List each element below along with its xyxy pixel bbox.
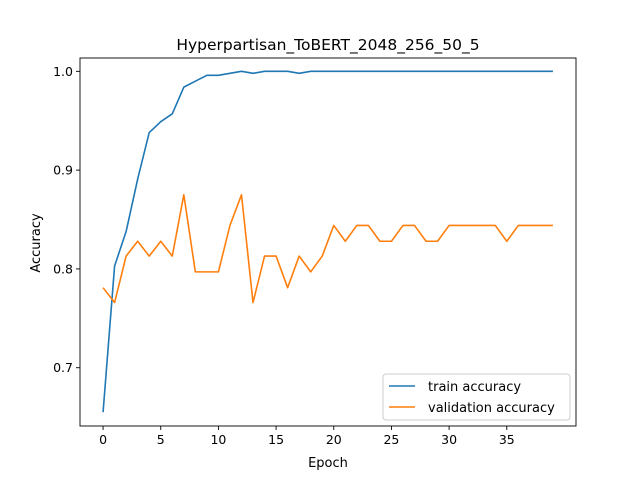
y-tick-label: 0.9 [53, 163, 73, 178]
y-tick-label: 1.0 [53, 64, 73, 79]
x-tick-label: 10 [210, 432, 226, 447]
y-axis-label: Accuracy [29, 213, 44, 273]
legend-box [382, 373, 571, 421]
plot-area: 0 5 10 15 20 25 30 35 0.7 0.8 0.9 1.0 train accuracy… [53, 57, 577, 447]
x-tick-label: 0 [99, 432, 107, 447]
x-tick-label: 5 [157, 432, 165, 447]
legend-label: validation accuracy [428, 401, 555, 416]
x-tick-label: 25 [383, 432, 399, 447]
chart-title: Hyperpartisan_ToBERT_2048_256_50_5 [176, 36, 479, 55]
axes-frame [79, 57, 577, 427]
x-tick-label: 15 [268, 432, 284, 447]
legend-label: train accuracy [428, 380, 521, 395]
series-line-train-accuracy [102, 70, 553, 413]
y-tick-label: 0.8 [53, 261, 73, 276]
x-tick-label: 35 [499, 432, 515, 447]
x-axis-label: Epoch [308, 456, 348, 471]
x-tick-label: 20 [326, 432, 342, 447]
x-tick-label: 30 [441, 432, 457, 447]
y-tick-label: 0.7 [53, 360, 73, 375]
series-line-validation-accuracy [102, 194, 553, 304]
